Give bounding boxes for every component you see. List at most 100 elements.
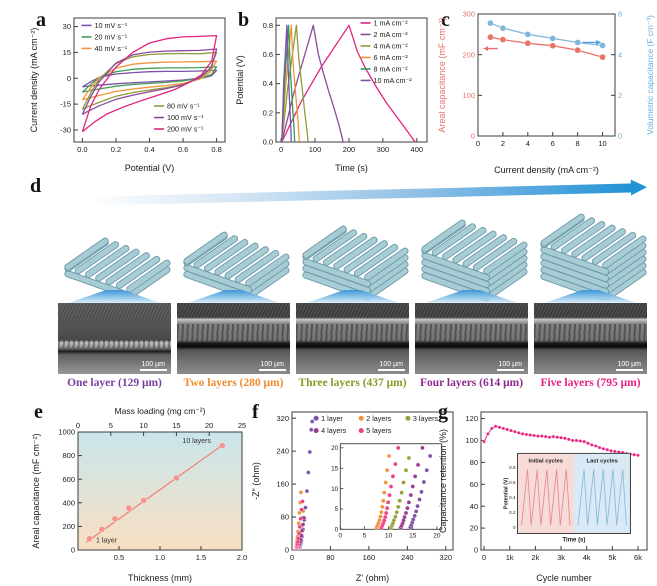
x-tick-label: 5k — [608, 553, 616, 562]
x-tick-label: 200 — [343, 145, 356, 154]
inset-y-tick-label: 0 — [335, 527, 339, 534]
y-axis-label: Capacitance retention (%) — [438, 429, 448, 533]
series-dot-4 layers — [300, 522, 306, 527]
inset-y-tick-label: 0.6 — [509, 480, 516, 485]
y-tick-label: 20 — [470, 524, 478, 533]
x-tick-label: 80 — [326, 553, 334, 562]
x-tick-label: 160 — [363, 553, 376, 562]
right-tick-label: 6 — [618, 10, 622, 19]
annotation: 1 layer — [96, 537, 118, 544]
series-group — [81, 34, 218, 133]
inset-x-tick-label: 15 — [409, 532, 417, 539]
x-tick-label: 1.0 — [155, 553, 165, 562]
inset-dot-1 layer — [421, 479, 427, 485]
inset-region-label: Last cycles — [587, 458, 618, 464]
series-dot-Areal capacitance — [549, 42, 556, 49]
layer-caption-4: Four layers (614 μm) — [419, 377, 524, 389]
series-group — [482, 424, 640, 458]
inset-dot-3 layers — [403, 468, 409, 473]
sem-image-1: 100 μm — [58, 303, 171, 374]
legend-label: 100 mV s⁻¹ — [167, 113, 204, 122]
legend-label: 4 layers — [321, 426, 347, 435]
legend-label: 5 layers — [366, 426, 392, 435]
series-dot-Volumetric capacitance — [574, 39, 581, 46]
y-tick-label: 120 — [465, 414, 478, 423]
inset-dot-3 layers — [396, 504, 401, 510]
series-dot-1 layer — [303, 505, 308, 510]
panel-letter-f: f — [252, 401, 259, 423]
legend-label: 4 mA cm⁻² — [374, 42, 409, 51]
series-dot-2 layers — [297, 510, 302, 516]
inset-y-axis-label: Potential (V) — [504, 477, 510, 509]
series-dot-capacitance retention — [578, 439, 583, 443]
series-group — [85, 442, 226, 543]
series-dot-capacitance retention — [586, 441, 590, 446]
series-dot-capacitance retention — [543, 434, 548, 439]
rod — [421, 266, 489, 294]
x-tick-label: 2 — [501, 139, 505, 148]
inset-dot-2 layers — [383, 480, 388, 485]
x-tick-label: 300 — [377, 145, 390, 154]
layer-caption-5: Five layers (795 μm) — [540, 377, 641, 389]
inset-dot-5 layers — [387, 492, 392, 498]
series-dot-capacitance retention — [524, 432, 529, 437]
inset-dot-5 layers — [388, 484, 394, 489]
inset-dot-2 layers — [384, 468, 390, 473]
y-tick-label: -15 — [60, 100, 71, 109]
rod — [105, 253, 149, 285]
right-tick-label: 4 — [618, 50, 622, 59]
series-dot-capacitance retention — [516, 430, 521, 435]
inset-y-tick-label: 15 — [331, 465, 339, 472]
series-line-10 mA cm⁻² — [281, 24, 292, 142]
rod — [245, 267, 289, 299]
rod — [592, 232, 635, 265]
legend-label: 40 mV s⁻¹ — [95, 44, 128, 53]
inset-dot-5 layers — [383, 510, 389, 516]
y-tick-label: 60 — [470, 480, 478, 489]
legend-marker — [405, 415, 411, 421]
chart-g-svg: 0 1k 2k 3k 4k 5k 6k 0 20 40 60 80 100 120 Cycle number… — [438, 411, 648, 583]
inset-dot-4 layers — [402, 514, 407, 520]
series-dot-capacitance retention — [605, 447, 610, 452]
x-tick-label: 6k — [634, 553, 642, 562]
series-group — [487, 19, 606, 61]
x-axis-label: Z' (ohm) — [356, 573, 389, 583]
y-tick-label: 200 — [62, 522, 75, 531]
rod — [214, 243, 258, 275]
series-dot-capacitance retention — [632, 452, 637, 457]
rod — [602, 263, 646, 295]
sem-scale-bar: 100 μm — [615, 361, 643, 371]
inset-dot-2 layers — [378, 514, 383, 519]
y-tick-label: 200 — [462, 50, 475, 59]
inset-x-tick-label: 20 — [433, 532, 441, 539]
inset-dot-4 layers — [408, 492, 414, 498]
series-line-10 mV s⁻¹ — [82, 69, 218, 88]
rod — [483, 249, 527, 281]
legend-label: 80 mV s⁻¹ — [167, 102, 200, 111]
series-dot-Areal capacitance — [487, 33, 494, 41]
series-dot-capacitance retention — [574, 438, 579, 443]
inset-dot-4 layers — [403, 510, 409, 516]
panel-letter-c: c — [441, 9, 450, 31]
series-dot-1 layer — [307, 449, 313, 455]
panel-g-cycling-chart: 0 1k 2k 3k 4k 5k 6k 0 20 40 60 80 100 120 Cycle number… — [437, 398, 657, 586]
series-dot-2 layers — [298, 490, 304, 495]
x-tick-label: 320 — [440, 553, 453, 562]
series-dot-capacitance retention — [513, 429, 517, 434]
series-dot-capacitance retention — [636, 453, 640, 458]
inset-dot-1 layer — [412, 513, 417, 519]
rod — [602, 243, 646, 275]
series-dot-1 layer — [304, 488, 310, 494]
inset-y-tick-label: 0.8 — [509, 465, 516, 470]
rod — [183, 265, 251, 293]
series-dot-capacitance retention — [559, 435, 563, 440]
x-tick-label: 0.6 — [178, 145, 188, 154]
series-dot-capacitance retention — [532, 433, 536, 438]
inset-x-axis-label: Time (s) — [563, 537, 586, 543]
layer-caption-3: Three layers (437 μm) — [298, 377, 407, 389]
inset-y-tick-label: 10 — [331, 486, 339, 493]
legend-label: 8 mA cm⁻² — [374, 65, 409, 74]
inset-dot-3 layers — [391, 518, 397, 523]
top-tick-label: 10 — [139, 421, 147, 430]
